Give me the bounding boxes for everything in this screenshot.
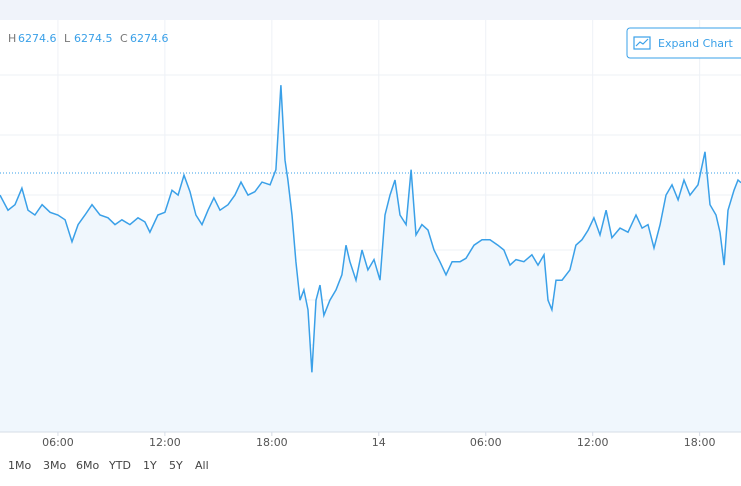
range-button[interactable]: 1Y: [143, 459, 157, 472]
x-tick-label: 18:00: [684, 436, 716, 449]
range-button[interactable]: All: [195, 459, 209, 472]
price-line-series: [0, 85, 741, 373]
x-labels: 06:00 12:00 18:00 14 06:00 12:00 18:00: [42, 432, 715, 449]
ohlc-key: L: [64, 32, 71, 45]
ohlc-value: 6274.5: [74, 32, 113, 45]
range-bar: 1Mo 3Mo 6Mo YTD 1Y 5Y All: [8, 459, 209, 472]
range-button[interactable]: 1Mo: [8, 459, 31, 472]
x-tick-label: 14: [372, 436, 386, 449]
ohlc: H 6274.6 L 6274.5 C 6274.6: [8, 32, 169, 45]
x-tick-label: 12:00: [577, 436, 609, 449]
range-button[interactable]: 5Y: [169, 459, 183, 472]
ohlc-value: 6274.6: [130, 32, 169, 45]
x-tick-label: 18:00: [256, 436, 288, 449]
range-button[interactable]: 6Mo: [76, 459, 99, 472]
range-button[interactable]: 3Mo: [43, 459, 66, 472]
ohlc-key: H: [8, 32, 16, 45]
expand-button[interactable]: Expand Chart: [626, 27, 741, 59]
area: [0, 85, 741, 432]
x-tick-label: 06:00: [42, 436, 74, 449]
ohlc-value: 6274.6: [18, 32, 57, 45]
expand-label[interactable]: Expand Chart: [658, 37, 734, 50]
x-tick-label: 12:00: [149, 436, 181, 449]
top-band: [0, 0, 741, 20]
ohlc-key: C: [120, 32, 128, 45]
range-button[interactable]: YTD: [108, 459, 131, 472]
x-tick-label: 06:00: [470, 436, 502, 449]
